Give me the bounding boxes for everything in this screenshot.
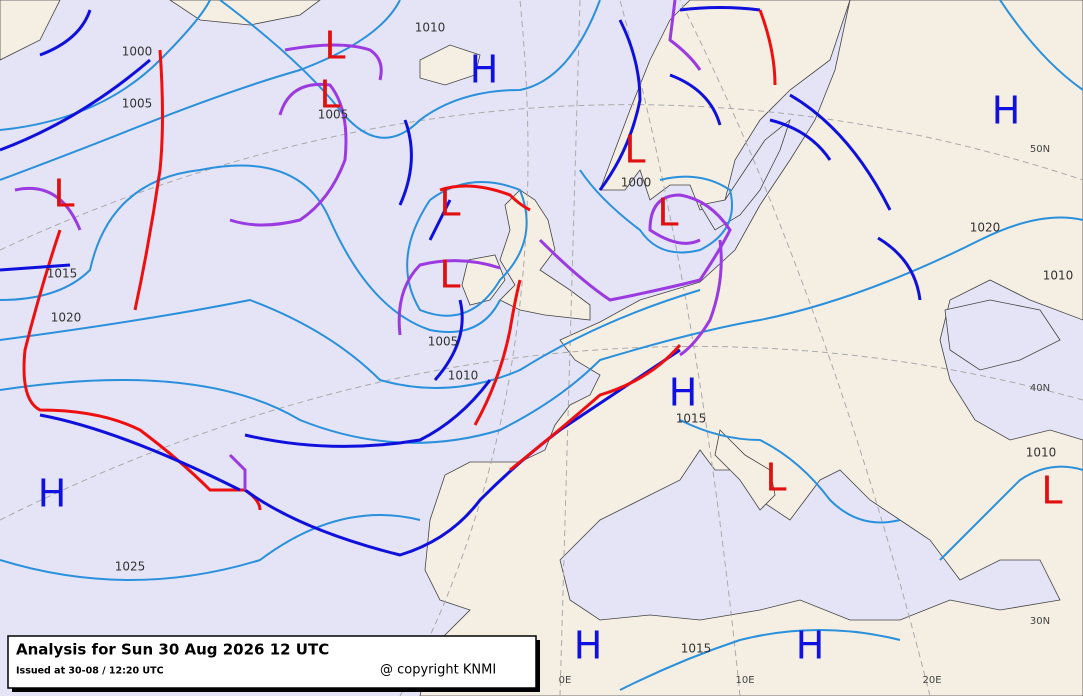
low-center: L <box>624 128 645 172</box>
latitude-label: 50N <box>1030 144 1050 155</box>
high-center: H <box>669 371 698 415</box>
map-title: Analysis for Sun 30 Aug 2026 12 UTC <box>16 641 329 659</box>
longitude-label: 20E <box>922 675 941 686</box>
isobar-label: 1005 <box>122 97 153 111</box>
high-center: H <box>470 48 499 92</box>
isobar-label: 1000 <box>122 45 153 59</box>
isobar-label: 1020 <box>970 221 1001 235</box>
low-center: L <box>53 172 74 216</box>
low-center: L <box>439 253 460 297</box>
isobar-label: 1025 <box>115 560 146 574</box>
isobar-label: 1010 <box>1043 269 1074 283</box>
graticule-labels: 50N 40N 30N 0E 10E 20E <box>559 144 1050 686</box>
issued-time: Issued at 30-08 / 12:20 UTC <box>16 666 164 677</box>
low-center: L <box>657 191 678 235</box>
info-box: Analysis for Sun 30 Aug 2026 12 UTC Issu… <box>7 635 540 692</box>
copyright: @ copyright KNMI <box>380 663 496 678</box>
isobar-label: 1020 <box>51 311 82 325</box>
box <box>7 635 537 689</box>
isobar-label: 1010 <box>1026 446 1057 460</box>
latitude-label: 30N <box>1030 616 1050 627</box>
longitude-label: 0E <box>559 675 572 686</box>
low-center: L <box>439 181 460 225</box>
isobar-label: 1005 <box>428 335 459 349</box>
isobar-label: 1010 <box>448 369 479 383</box>
low-center: L <box>765 456 786 500</box>
isobar-label: 1005 <box>318 108 349 122</box>
low-center: L <box>324 24 345 68</box>
isobar-label: 1000 <box>621 176 652 190</box>
high-center: H <box>796 624 825 668</box>
pressure-centers: H L L L L L L L H H L L H H H <box>38 24 1063 668</box>
low-center: L <box>319 73 340 117</box>
high-center: H <box>38 472 67 516</box>
isobar-label: 1015 <box>676 412 707 426</box>
low-center: L <box>1041 469 1062 513</box>
isobar-label: 1015 <box>47 267 78 281</box>
high-center: H <box>574 624 603 668</box>
fronts <box>0 0 922 557</box>
latitude-label: 40N <box>1030 383 1050 394</box>
isobar-label: 1010 <box>415 21 446 35</box>
isobar-labels: 1010 1000 1005 1005 1015 1020 1005 1010 … <box>47 21 1074 656</box>
isobar-label: 1015 <box>681 642 712 656</box>
high-center: H <box>992 89 1021 133</box>
inland-sea <box>559 118 1061 621</box>
longitude-label: 10E <box>735 675 754 686</box>
